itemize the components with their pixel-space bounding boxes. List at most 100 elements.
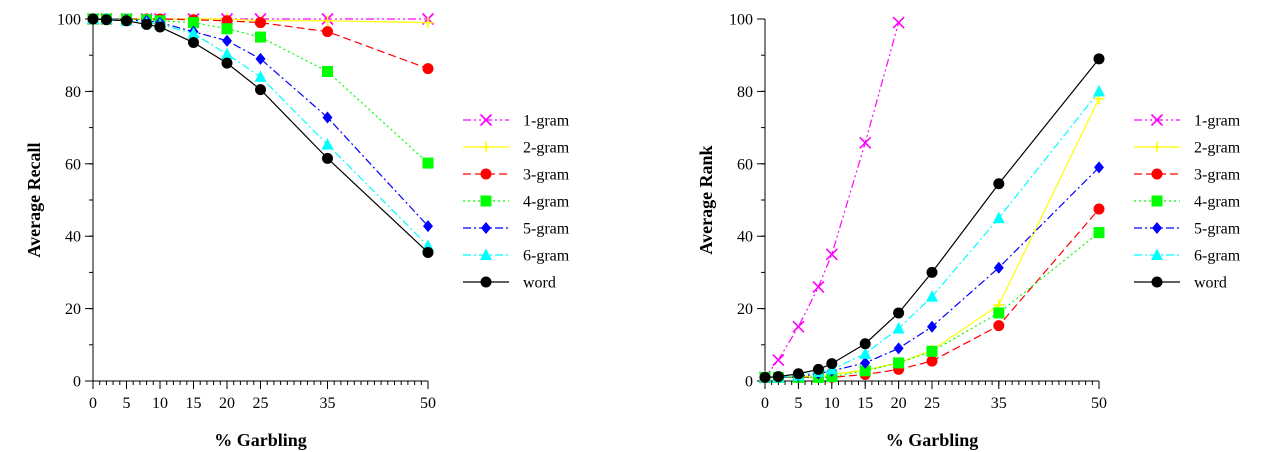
data-point [121, 15, 132, 27]
data-point [892, 322, 905, 334]
rank-chart: 0 5 10 15 20 25 35 50 0 20 40 60 80 100 % Garbling Aver… [696, 12, 1241, 451]
data-point [141, 18, 153, 30]
data-point [188, 17, 199, 29]
data-point [255, 31, 266, 43]
x-tick-label: 25 [253, 395, 269, 412]
data-point [772, 353, 785, 367]
x-axis-title: % Garbling [886, 430, 979, 450]
data-point [993, 178, 1005, 190]
data-point [422, 157, 434, 169]
legend-label: 4-gram [1194, 194, 1241, 211]
data-point [422, 246, 434, 258]
series-2-gram [759, 93, 1105, 383]
legend-label: 3-gram [1194, 167, 1241, 184]
data-point [812, 280, 825, 293]
data-point [993, 307, 1005, 319]
legend-marker [1151, 195, 1163, 207]
data-point [422, 63, 434, 75]
legend-label: 6-gram [1194, 248, 1241, 265]
data-point [893, 342, 904, 355]
legend-marker [479, 113, 493, 127]
legend-marker [1152, 222, 1162, 234]
legend-label: 6-gram [523, 248, 570, 265]
data-point [255, 17, 266, 29]
legend-label: word [1194, 275, 1227, 292]
y-tick-label: 0 [745, 374, 753, 391]
x-tick-label: 35 [991, 395, 1007, 412]
x-tick-label: 0 [89, 395, 97, 412]
data-point [1093, 227, 1105, 239]
series-word [759, 53, 1105, 383]
x-tick-label: 15 [186, 395, 202, 412]
data-point [1093, 53, 1105, 65]
y-tick-label: 60 [737, 156, 753, 173]
x-tick-label: 25 [924, 395, 940, 412]
y-tick-label: 40 [737, 229, 753, 246]
plot-area [758, 16, 1105, 384]
x-tick-label: 10 [824, 395, 840, 412]
legend-marker [1150, 113, 1164, 127]
y-tick-label: 100 [57, 12, 81, 29]
data-point [859, 347, 872, 359]
legend: 1-gram 2-gram 3-gram 4-gram 5-gram 6-gram word [463, 113, 570, 292]
data-point [322, 111, 333, 124]
x-tick-label: 5 [123, 395, 131, 412]
x-tick-label: 20 [891, 395, 907, 412]
data-point [187, 26, 200, 39]
data-point [188, 37, 199, 49]
legend-label: 5-gram [523, 221, 570, 238]
data-point [322, 65, 333, 77]
data-point [926, 345, 938, 357]
data-point [154, 21, 166, 33]
data-point [423, 220, 433, 233]
legend-marker [1151, 276, 1163, 288]
legend-marker [480, 276, 492, 288]
series-word [87, 13, 434, 258]
legend-marker [480, 141, 492, 153]
data-point [859, 365, 871, 377]
data-point [1094, 161, 1104, 174]
data-point [100, 14, 112, 26]
legend: 1-gram 2-gram 3-gram 4-gram 5-gram 6-gram word [1134, 113, 1241, 292]
data-point [772, 371, 784, 383]
data-point [422, 17, 434, 29]
data-point [87, 13, 99, 25]
data-point [860, 356, 871, 369]
x-tick-label: 20 [219, 395, 235, 412]
x-tick-label: 35 [320, 395, 336, 412]
y-tick-label: 20 [65, 301, 81, 318]
data-point [322, 152, 333, 164]
data-point [825, 248, 838, 261]
legend-marker [480, 248, 492, 260]
x-tick-label: 15 [857, 395, 873, 412]
y-axis-title: Average Rank [696, 145, 716, 254]
legend-label: 2-gram [1194, 140, 1241, 157]
legend-label: word [523, 275, 556, 292]
data-point [759, 371, 771, 383]
legend-label: 1-gram [1194, 113, 1241, 130]
data-point [1093, 203, 1105, 215]
data-point [826, 358, 838, 370]
series-line [93, 18, 429, 164]
legend-label: 4-gram [523, 194, 570, 211]
plot-area [86, 12, 435, 258]
y-tick-label: 20 [737, 301, 753, 318]
y-tick-label: 80 [65, 84, 81, 101]
y-tick-label: 100 [729, 12, 753, 29]
series-line [764, 58, 1100, 378]
legend-marker [480, 195, 492, 207]
series-6-gram [87, 12, 434, 251]
data-point [859, 338, 871, 350]
data-point [321, 138, 334, 150]
data-point [893, 357, 905, 369]
data-point [892, 16, 905, 29]
data-point [893, 307, 905, 319]
data-point [255, 84, 266, 96]
x-tick-label: 5 [794, 395, 802, 412]
series-6-gram [759, 84, 1105, 383]
y-tick-label: 40 [65, 229, 81, 246]
data-point [221, 47, 233, 60]
data-point [792, 320, 805, 333]
data-point [859, 136, 872, 149]
